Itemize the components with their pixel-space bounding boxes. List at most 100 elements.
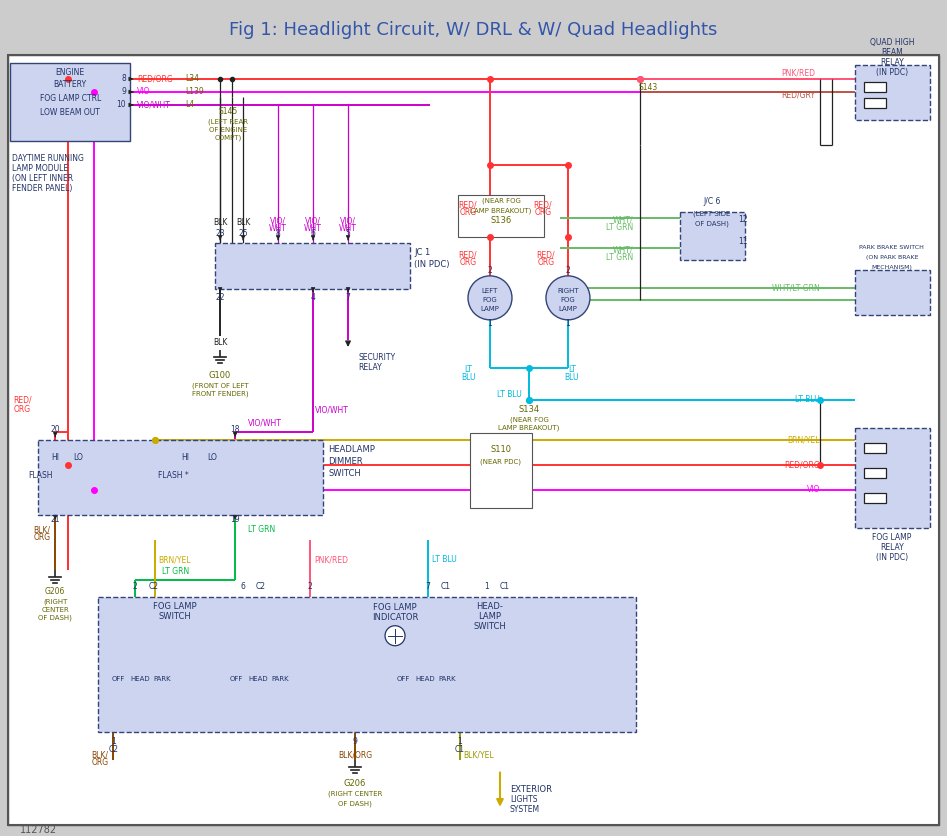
Text: BEAM: BEAM <box>881 48 902 58</box>
Text: OFF: OFF <box>112 675 125 681</box>
Text: L34: L34 <box>185 74 199 84</box>
Text: OF DASH): OF DASH) <box>338 800 372 807</box>
Text: VIO/WHT: VIO/WHT <box>137 100 171 110</box>
Bar <box>855 65 930 120</box>
Text: S134: S134 <box>518 405 540 415</box>
Text: 7: 7 <box>346 293 350 303</box>
Text: HI: HI <box>51 453 60 462</box>
Text: BLK: BLK <box>213 218 227 227</box>
Text: WHT/: WHT/ <box>613 246 633 254</box>
Text: LO: LO <box>73 453 83 462</box>
Text: LT GRN: LT GRN <box>606 253 633 263</box>
Text: 10: 10 <box>116 100 126 110</box>
Text: ORG: ORG <box>92 758 109 767</box>
Text: LAMP MODULE: LAMP MODULE <box>12 165 68 173</box>
Text: FOG: FOG <box>483 297 497 303</box>
Text: 6: 6 <box>241 582 245 591</box>
Text: 21: 21 <box>50 515 60 524</box>
Text: RED/: RED/ <box>458 251 477 259</box>
Text: LAMP: LAMP <box>559 306 578 312</box>
Bar <box>458 195 544 237</box>
Text: VIO/WHT: VIO/WHT <box>315 405 348 415</box>
Text: 7: 7 <box>425 582 431 591</box>
Text: LOW BEAM OUT: LOW BEAM OUT <box>40 109 100 117</box>
Text: OFF: OFF <box>397 675 410 681</box>
Text: C1: C1 <box>500 582 510 591</box>
Text: FRONT FENDER): FRONT FENDER) <box>192 390 248 397</box>
Text: OFF: OFF <box>229 675 242 681</box>
Text: LAMP BREAKOUT): LAMP BREAKOUT) <box>471 207 531 214</box>
Text: RELAY: RELAY <box>880 59 903 68</box>
Text: BATTERY: BATTERY <box>54 80 87 89</box>
Text: RIGHT: RIGHT <box>557 288 579 294</box>
Bar <box>38 440 323 515</box>
Text: VIO/: VIO/ <box>305 217 321 226</box>
Text: SWITCH: SWITCH <box>328 469 361 478</box>
Text: VIO/WHT: VIO/WHT <box>248 418 282 427</box>
Circle shape <box>468 276 512 320</box>
Text: RELAY: RELAY <box>880 543 903 553</box>
Text: RED/ORG: RED/ORG <box>784 461 820 469</box>
Bar <box>855 270 930 315</box>
Text: LT GRN: LT GRN <box>162 568 188 576</box>
Text: HEAD: HEAD <box>415 675 435 681</box>
Text: 23: 23 <box>215 229 225 238</box>
Text: HEAD: HEAD <box>131 675 150 681</box>
Text: PARK: PARK <box>438 675 456 681</box>
Text: FLASH *: FLASH * <box>158 472 188 481</box>
Text: WHT/: WHT/ <box>613 216 633 224</box>
Text: RED/: RED/ <box>13 395 31 405</box>
Text: C2: C2 <box>108 745 118 754</box>
Text: (IN PDC): (IN PDC) <box>876 69 908 78</box>
Text: 25: 25 <box>239 229 248 238</box>
Text: 8: 8 <box>121 74 126 84</box>
Text: BLK/ORG: BLK/ORG <box>338 750 372 759</box>
Text: PARK: PARK <box>153 675 171 681</box>
Text: S110: S110 <box>491 446 511 454</box>
Text: LT GRN: LT GRN <box>248 525 276 534</box>
Text: RED/GRY: RED/GRY <box>781 90 814 99</box>
Text: FENDER PANEL): FENDER PANEL) <box>12 185 73 193</box>
Text: ORG: ORG <box>34 533 51 543</box>
Bar <box>864 98 885 108</box>
Text: EXTERIOR: EXTERIOR <box>510 785 552 794</box>
Text: HEAD: HEAD <box>248 675 268 681</box>
Circle shape <box>385 625 405 645</box>
Text: C1: C1 <box>455 745 465 754</box>
Text: BLK/: BLK/ <box>34 525 51 534</box>
Text: OF DASH): OF DASH) <box>695 221 729 227</box>
Text: 22: 22 <box>215 293 224 303</box>
Text: LT BLU: LT BLU <box>496 390 522 400</box>
Text: INDICATOR: INDICATOR <box>372 614 419 622</box>
Bar <box>680 212 745 260</box>
Text: (NEAR PDC): (NEAR PDC) <box>480 458 522 465</box>
Text: LEFT: LEFT <box>482 288 498 294</box>
Text: BLU: BLU <box>564 374 580 382</box>
Text: (RIGHT CENTER: (RIGHT CENTER <box>328 790 383 797</box>
Text: L4: L4 <box>185 100 194 110</box>
Text: LT BLU: LT BLU <box>795 395 820 405</box>
Text: HEADLAMP: HEADLAMP <box>328 446 375 454</box>
Text: 6: 6 <box>311 229 315 238</box>
Text: BRN/YEL: BRN/YEL <box>158 555 190 564</box>
Text: LAMP BREAKOUT): LAMP BREAKOUT) <box>498 425 560 431</box>
Bar <box>855 428 930 528</box>
Text: PARK BRAKE SWITCH: PARK BRAKE SWITCH <box>859 246 924 251</box>
Text: ORG: ORG <box>537 258 555 268</box>
Text: LIGHTS: LIGHTS <box>510 795 538 804</box>
Text: 5: 5 <box>346 229 350 238</box>
Text: VIO: VIO <box>137 88 151 96</box>
Text: LT GRN: LT GRN <box>606 223 633 232</box>
Text: VIO: VIO <box>807 485 820 494</box>
Text: COMPT): COMPT) <box>214 135 241 141</box>
Text: C2: C2 <box>148 582 158 591</box>
Text: BLK/YEL: BLK/YEL <box>463 750 493 759</box>
Text: HEAD-: HEAD- <box>476 602 504 611</box>
Text: (ON LEFT INNER: (ON LEFT INNER <box>12 175 73 183</box>
Text: DIMMER: DIMMER <box>328 457 363 466</box>
Text: L139: L139 <box>185 88 204 96</box>
Text: FOG LAMP: FOG LAMP <box>872 533 912 543</box>
Text: 1: 1 <box>457 737 462 747</box>
Text: 2: 2 <box>488 267 492 275</box>
Text: LAMP: LAMP <box>478 612 502 621</box>
